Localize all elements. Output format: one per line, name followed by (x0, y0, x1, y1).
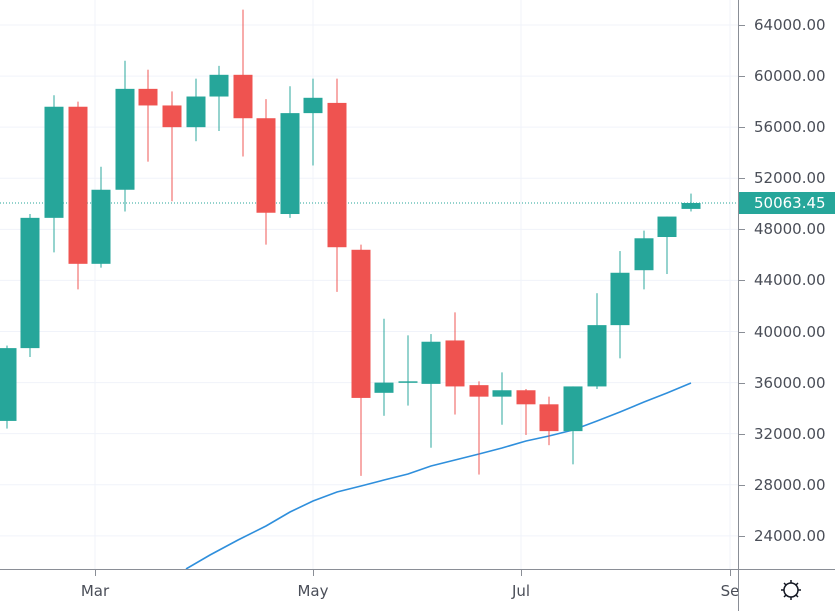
y-tick-label: 32000.00 (754, 424, 826, 443)
candle-body (280, 113, 300, 215)
x-tick (730, 570, 731, 576)
candle-body (303, 97, 323, 114)
candle (563, 386, 583, 465)
candle-body (587, 325, 607, 387)
y-tick-label: 36000.00 (754, 373, 826, 392)
y-tick-label: 56000.00 (754, 118, 826, 137)
candle (492, 372, 512, 425)
x-tick-label: Mar (80, 582, 110, 600)
y-tick (739, 178, 745, 180)
candle-body (162, 105, 182, 128)
candle (20, 214, 40, 358)
candle-body (327, 102, 347, 248)
candle (233, 9, 253, 157)
candle (421, 334, 441, 448)
candle-body (563, 386, 583, 432)
candle-body (20, 217, 40, 349)
candle (539, 396, 559, 446)
candle-body (91, 189, 111, 264)
candle-body (445, 340, 465, 387)
y-tick-label: 60000.00 (754, 67, 826, 86)
candle-body (256, 118, 276, 213)
candle-body (138, 88, 158, 106)
x-tick-label: Jul (511, 582, 531, 600)
y-tick-label: 44000.00 (754, 271, 826, 290)
y-tick (739, 25, 745, 26)
candle (209, 65, 229, 132)
y-tick (739, 127, 745, 129)
x-tick-label: Se (720, 582, 740, 600)
y-tick-label: 40000.00 (754, 322, 826, 341)
candle (256, 99, 276, 245)
x-tick (521, 570, 522, 576)
candle-body (209, 74, 229, 97)
candle (115, 60, 135, 212)
price-axis[interactable]: 64000.00 60000.00 56000.00 52000.00 48000.00… (738, 0, 835, 569)
candle (516, 388, 536, 435)
candle (374, 318, 394, 416)
candle (634, 230, 654, 290)
y-tick (739, 382, 745, 384)
candlestick-chart[interactable] (0, 0, 738, 569)
x-tick (313, 570, 314, 576)
candle-body (44, 106, 64, 218)
candle-body (186, 96, 206, 128)
time-axis[interactable]: Mar May Jul Se (0, 569, 740, 611)
candle (138, 69, 158, 162)
candle (610, 251, 630, 359)
candle-body (68, 106, 88, 264)
candle (351, 244, 371, 476)
candle (91, 166, 111, 268)
candle-body (374, 382, 394, 393)
candle-body (681, 202, 701, 209)
candle-body (233, 74, 253, 119)
y-tick-label: 48000.00 (754, 220, 826, 239)
x-tick-label: May (297, 582, 329, 600)
y-tick (739, 331, 745, 333)
candle (162, 91, 182, 202)
candle (327, 78, 347, 292)
candle-body (115, 88, 135, 190)
y-tick (739, 484, 745, 486)
axis-corner (738, 569, 835, 611)
candle-body (398, 381, 418, 383)
candle (587, 293, 607, 389)
y-tick (739, 433, 745, 435)
candle-body (421, 341, 441, 384)
gear-icon[interactable] (779, 578, 803, 602)
y-tick (739, 280, 745, 282)
y-tick (739, 229, 745, 231)
y-tick-label: 52000.00 (754, 169, 826, 188)
candle (186, 78, 206, 142)
candle (280, 86, 300, 218)
candle (657, 216, 677, 275)
y-tick-label: 28000.00 (754, 475, 826, 494)
candle (469, 381, 489, 475)
candle-body (634, 238, 654, 271)
y-tick-label: 64000.00 (754, 16, 826, 34)
candle-body (657, 216, 677, 238)
last-price-badge: 50063.45 (739, 191, 835, 214)
candle (0, 345, 17, 429)
candle-body (610, 272, 630, 326)
candle (681, 193, 701, 212)
candle (68, 101, 88, 290)
y-tick (739, 76, 745, 78)
candle (445, 312, 465, 415)
y-tick (739, 535, 745, 537)
candle-body (469, 385, 489, 397)
candle (303, 78, 323, 166)
candle-body (351, 249, 371, 398)
candle-body (492, 390, 512, 397)
x-tick (95, 570, 96, 576)
candle-body (539, 404, 559, 432)
y-tick-label: 24000.00 (754, 526, 826, 545)
moving-average-line (185, 382, 692, 569)
candle-body (516, 390, 536, 405)
candle (44, 95, 64, 253)
candle (398, 335, 418, 406)
candle-body (0, 348, 17, 421)
